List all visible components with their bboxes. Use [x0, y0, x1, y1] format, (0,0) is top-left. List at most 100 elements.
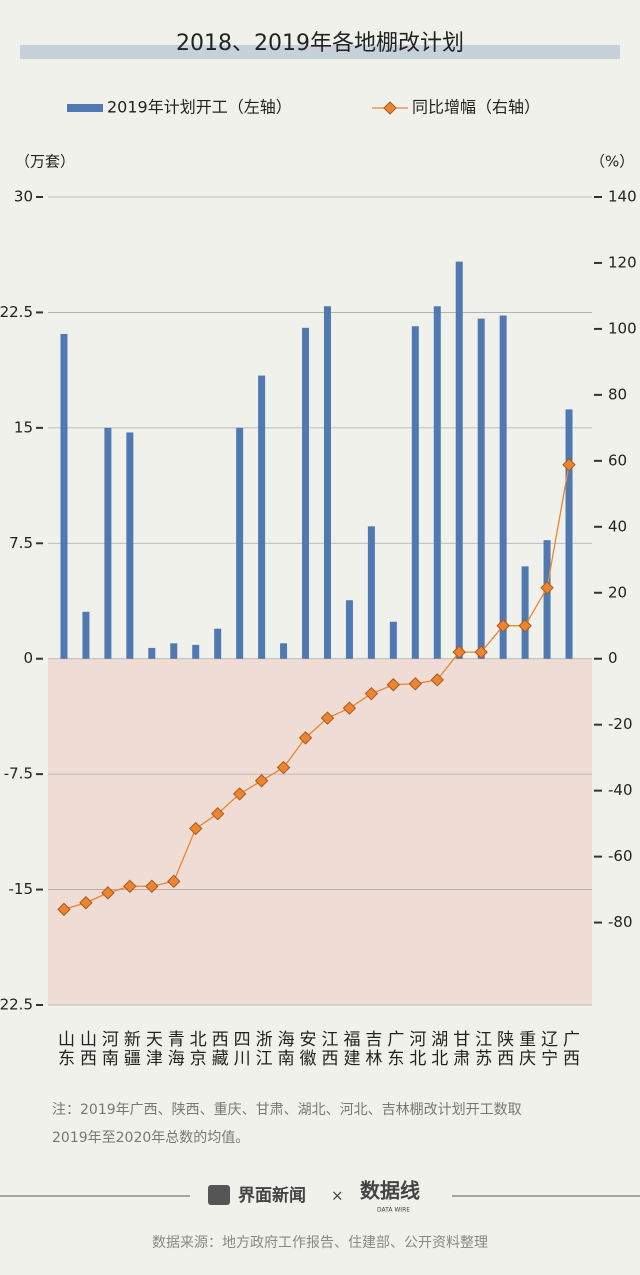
y2-tick-label: -60 [608, 847, 633, 865]
marker [540, 581, 554, 595]
x-tick-label: 河南 [98, 1030, 119, 1068]
logo: 数据线 [360, 1179, 420, 1203]
marker [167, 874, 181, 889]
x-tick-label: 湖北 [427, 1030, 448, 1068]
bar [389, 621, 397, 659]
y2-tick-label: -40 [608, 781, 633, 799]
marker [518, 619, 532, 633]
bar [543, 540, 551, 659]
bar [455, 261, 463, 659]
bar [323, 306, 331, 659]
bar [192, 644, 200, 659]
marker [57, 902, 71, 917]
title-band [20, 45, 620, 59]
x-tick-label: 青海 [164, 1030, 185, 1068]
x-tick-label: 甘肃 [449, 1030, 470, 1068]
marker [386, 678, 401, 692]
bar [477, 318, 485, 659]
bar [521, 566, 529, 659]
bar [104, 427, 112, 659]
bar [258, 375, 266, 659]
x-tick-label: 福建 [339, 1030, 360, 1068]
chart-title: 2018、2019年各地棚改计划 [176, 31, 464, 56]
x-tick-label: 海南 [274, 1030, 295, 1068]
bar [148, 647, 156, 659]
y-axis-label: （万套） [15, 153, 75, 171]
y-tick-label: 15 [14, 418, 33, 436]
bar [82, 611, 90, 659]
legend-label: 同比增幅（右轴） [412, 98, 540, 117]
y2-tick-label: 60 [608, 451, 627, 469]
x-tick-label: 广东 [383, 1030, 404, 1068]
marker [408, 677, 423, 691]
bar [280, 643, 288, 659]
x-tick-label: 山东 [54, 1030, 74, 1068]
y-tick-label: 22.5 [0, 303, 33, 321]
legend-label: 2019年计划开工（左轴） [107, 98, 292, 117]
x-tick-label: 江苏 [471, 1030, 492, 1068]
marker [232, 787, 247, 801]
y-tick-label: -7.5 [4, 765, 33, 783]
marker [496, 619, 510, 633]
bar [499, 315, 507, 659]
marker [452, 645, 466, 659]
bar [433, 306, 441, 659]
y2-tick-label: 20 [608, 583, 627, 601]
x-tick-label: 辽宁 [537, 1030, 558, 1068]
x-tick-label: 四川 [230, 1030, 251, 1068]
x-tick-label: 吉林 [361, 1030, 382, 1068]
marker [474, 645, 488, 659]
bar [367, 526, 375, 659]
y2-tick-label: -80 [608, 913, 633, 931]
source: 数据来源：地方政府工作报告、住建部、公开资料整理 [152, 1235, 488, 1251]
brand: 界面新闻 [238, 1185, 306, 1206]
bar [565, 409, 573, 659]
y2-axis-label: （%） [590, 153, 634, 171]
y2-tick-label: 100 [608, 319, 637, 337]
marker [276, 760, 291, 775]
x-tick-label: 河北 [405, 1030, 426, 1068]
y2-tick-label: 40 [608, 517, 627, 535]
bar [126, 432, 134, 659]
marker [145, 879, 159, 893]
x-tick-label: 江西 [317, 1030, 338, 1068]
marker [254, 774, 269, 788]
cross: × [331, 1187, 344, 1205]
y-tick-label: -15 [9, 880, 34, 898]
y2-tick-label: 120 [608, 253, 637, 271]
legend-swatch [67, 104, 103, 112]
marker [298, 731, 313, 745]
marker [430, 673, 444, 687]
x-tick-label: 浙江 [252, 1030, 273, 1068]
x-tick-label: 新疆 [120, 1030, 141, 1068]
y2-tick-label: 0 [608, 649, 618, 667]
x-tick-label: 安徽 [296, 1030, 317, 1068]
brand-icon [208, 1185, 230, 1205]
marker [320, 711, 335, 725]
note: 注：2019年广西、陕西、重庆、甘肃、湖北、河北、吉林棚改计划开工数取 [52, 1102, 522, 1118]
x-tick-label: 北京 [186, 1030, 207, 1068]
logo-sub: DATA WIRE [377, 1207, 410, 1214]
negative-region [48, 658, 592, 1005]
legend-swatch [383, 101, 397, 115]
x-tick-label: 西藏 [208, 1030, 229, 1068]
x-tick-label: 山西 [76, 1030, 96, 1068]
bar [214, 628, 222, 659]
y2-tick-label: 140 [608, 188, 637, 206]
y-tick-label: 0 [23, 649, 33, 667]
marker [364, 686, 379, 701]
bar [170, 643, 178, 659]
marker [210, 807, 225, 821]
y-tick-label: 7.5 [9, 534, 33, 552]
bar [236, 427, 244, 659]
marker [79, 896, 93, 910]
marker [562, 458, 576, 472]
bar [345, 600, 353, 659]
bar [60, 333, 68, 659]
y-tick-label: 30 [14, 188, 33, 206]
x-tick-label: 天津 [142, 1030, 163, 1068]
marker [101, 886, 115, 900]
note: 2019年至2020年总数的均值。 [52, 1130, 249, 1146]
x-tick-label: 陕西 [493, 1030, 513, 1068]
bar [411, 326, 419, 659]
